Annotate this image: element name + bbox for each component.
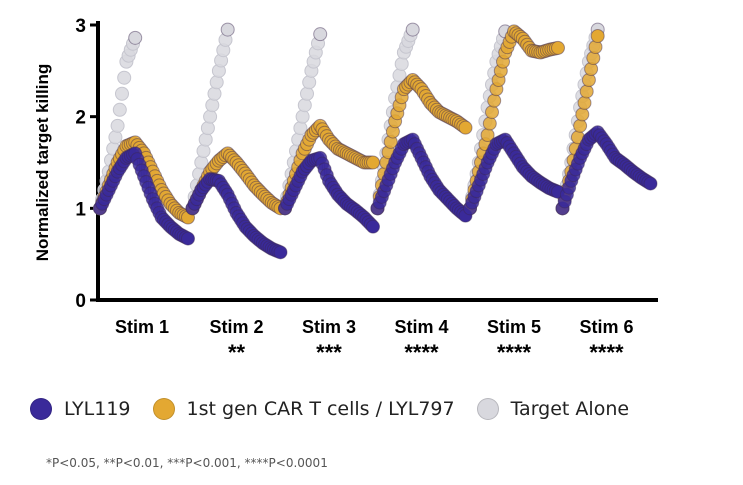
category-label: Stim 3	[302, 317, 356, 337]
legend-marker	[30, 398, 52, 420]
data-point	[575, 107, 590, 122]
series-0-stim-6	[555, 125, 658, 216]
data-point	[405, 22, 420, 37]
y-tick-label: 2	[75, 108, 86, 129]
series-0-stim-3	[278, 150, 380, 234]
legend-item-lyl797: 1st gen CAR T cells / LYL797	[152, 398, 455, 420]
legend-marker	[476, 398, 499, 420]
legend-marker	[152, 398, 175, 420]
data-point	[300, 86, 314, 101]
data-point	[205, 98, 220, 113]
data-point	[198, 132, 213, 147]
legend: LYL119 1st gen CAR T cells / LYL797 Targ…	[30, 398, 651, 420]
footnote: *P<0.05, **P<0.01, ***P<0.001, ****P<0.0…	[46, 456, 328, 470]
series-0-stim-5	[463, 132, 565, 216]
data-point	[579, 84, 594, 99]
data-point	[394, 56, 409, 71]
data-point	[117, 70, 132, 85]
data-point	[551, 40, 565, 55]
significance-label: ****	[404, 340, 439, 365]
legend-label: Target Alone	[510, 398, 630, 420]
plot-area: 0 1 2 3 Normalized target killing Stim 1 Stim …	[33, 16, 658, 365]
data-point	[313, 27, 328, 42]
series-0-stim-1	[93, 146, 195, 246]
data-point	[203, 109, 218, 124]
data-point	[115, 86, 129, 101]
data-point	[220, 22, 235, 37]
significance-label: **	[228, 340, 246, 365]
data-point	[209, 75, 224, 90]
data-point	[643, 176, 658, 191]
data-point	[128, 30, 143, 45]
data-point	[302, 75, 317, 90]
data-point	[485, 105, 499, 120]
data-point	[577, 95, 592, 110]
category-label: Stim 6	[579, 317, 633, 337]
legend-item-target-alone: Target Alone	[476, 398, 630, 420]
series-0-stim-2	[185, 172, 288, 260]
y-tick-label: 0	[75, 291, 86, 312]
data-point	[297, 98, 312, 113]
data-point	[110, 118, 125, 133]
significance-label: ****	[497, 340, 532, 365]
legend-label: 1st gen CAR T cells / LYL797	[186, 398, 455, 420]
data-point	[295, 109, 310, 124]
data-point	[112, 102, 127, 117]
data-point	[590, 29, 605, 43]
y-tick-label: 3	[75, 16, 86, 37]
y-axis-label: Normalized target killing	[33, 64, 52, 261]
category-label: Stim 1	[115, 317, 169, 337]
significance-label: ***	[316, 340, 342, 365]
data-point	[200, 121, 215, 136]
category-label: Stim 2	[209, 317, 263, 337]
data-point	[196, 144, 211, 159]
series-1-stim-4	[370, 73, 473, 216]
data-point	[482, 116, 497, 131]
legend-label: LYL119	[64, 398, 131, 420]
series-0-stim-4	[370, 132, 473, 223]
data-point	[181, 231, 195, 246]
category-label: Stim 5	[487, 317, 541, 337]
data-point	[366, 155, 380, 170]
data-point	[458, 120, 473, 135]
data-point	[108, 130, 123, 145]
data-point	[487, 93, 502, 108]
data-point	[273, 245, 288, 260]
data-point	[366, 219, 380, 234]
significance-label: ****	[589, 340, 624, 365]
data-point	[207, 86, 222, 101]
data-point	[573, 118, 588, 133]
category-label: Stim 4	[394, 317, 448, 337]
legend-item-lyl119: LYL119	[30, 398, 131, 420]
y-tick-label: 1	[75, 199, 86, 220]
